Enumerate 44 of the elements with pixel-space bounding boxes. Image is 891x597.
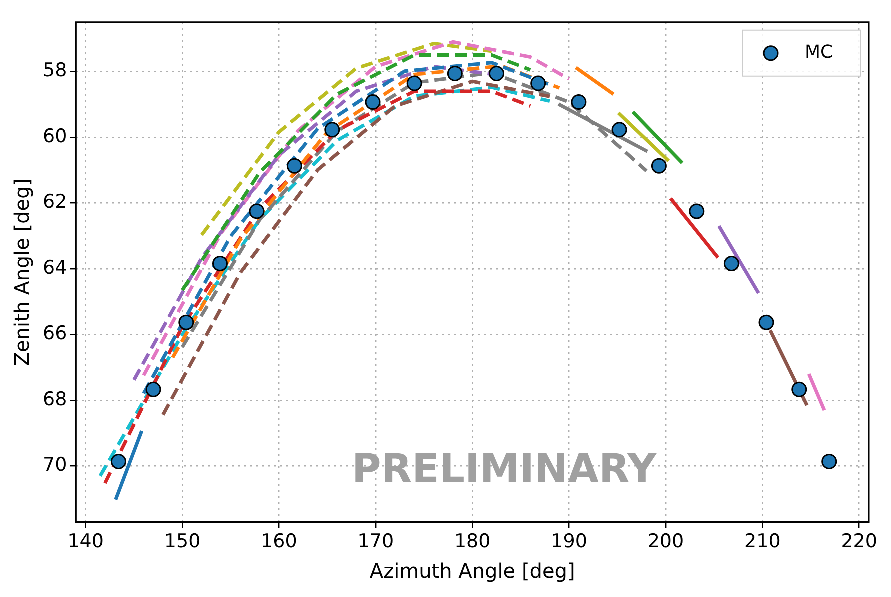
point bbox=[249, 204, 265, 220]
legend-label: MC bbox=[805, 42, 834, 64]
y-axis-title: Zenith Angle [deg] bbox=[10, 178, 34, 366]
line-series bbox=[180, 54, 532, 292]
point bbox=[651, 158, 667, 174]
point bbox=[822, 454, 838, 470]
point bbox=[110, 454, 126, 470]
annotation: PRELIMINARY bbox=[352, 446, 658, 493]
x-tick-label: 210 bbox=[744, 530, 781, 553]
x-tick-label: 170 bbox=[358, 530, 394, 553]
x-tick-label: 180 bbox=[454, 530, 491, 553]
point bbox=[324, 122, 340, 138]
x-axis-title: Azimuth Angle [deg] bbox=[370, 559, 576, 584]
point bbox=[447, 66, 463, 82]
y-tick-label: 68 bbox=[42, 388, 68, 410]
point bbox=[489, 66, 505, 82]
point bbox=[792, 382, 808, 398]
y-tick-label: 60 bbox=[42, 125, 68, 148]
point bbox=[724, 256, 740, 272]
point bbox=[212, 256, 228, 272]
y-tick-label: 66 bbox=[42, 322, 68, 345]
point bbox=[178, 314, 194, 330]
point bbox=[146, 382, 162, 398]
point bbox=[758, 314, 774, 330]
line-series bbox=[171, 64, 562, 360]
point bbox=[406, 76, 422, 92]
point bbox=[530, 76, 546, 92]
point bbox=[365, 94, 381, 110]
y-tick-label: 70 bbox=[42, 454, 68, 476]
x-tick-label: 160 bbox=[261, 530, 298, 553]
y-tick-label: 62 bbox=[42, 191, 68, 214]
point bbox=[612, 122, 628, 138]
y-tick-label: 58 bbox=[42, 60, 68, 82]
x-tick-label: 200 bbox=[648, 530, 684, 553]
x-tick-label: 150 bbox=[164, 530, 201, 553]
line-series bbox=[161, 80, 552, 417]
x-tick-label: 140 bbox=[68, 530, 104, 553]
point bbox=[689, 204, 705, 220]
x-tick-label: 220 bbox=[841, 530, 878, 553]
point bbox=[571, 94, 587, 110]
line-series bbox=[200, 42, 494, 237]
x-tick-label: 190 bbox=[551, 530, 588, 553]
y-tick-label: 64 bbox=[42, 256, 68, 279]
point bbox=[286, 158, 302, 174]
